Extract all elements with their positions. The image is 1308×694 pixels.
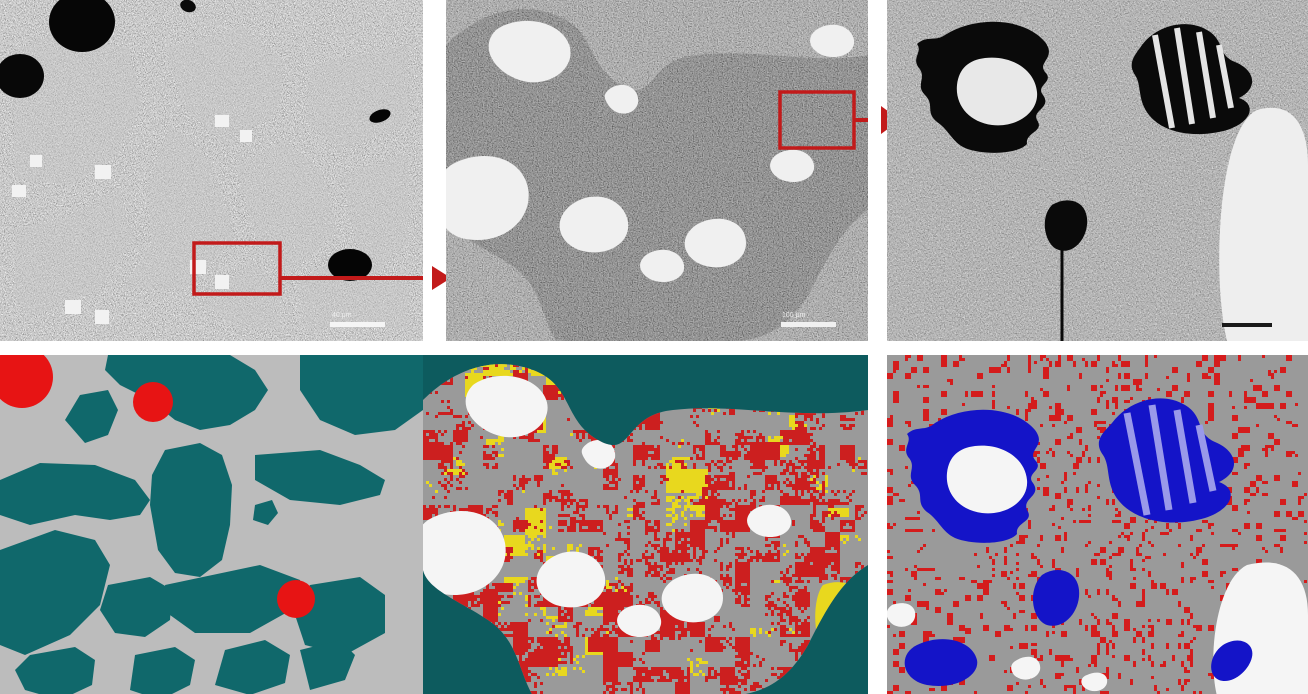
- svg-text:40 μm: 40 μm: [332, 312, 352, 319]
- svg-text:100 μm: 100 μm: [782, 312, 806, 319]
